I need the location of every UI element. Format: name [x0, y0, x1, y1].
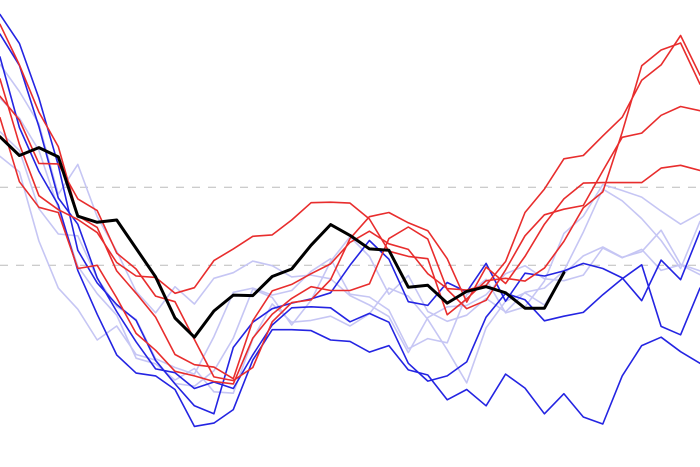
series-line-2 [0, 155, 700, 388]
series-line-8 [0, 23, 700, 380]
series-line-12 [0, 135, 566, 339]
series-line-1 [0, 97, 700, 395]
series-line-4 [0, 130, 700, 375]
series-line-9 [0, 42, 700, 316]
series-line-5 [0, 13, 700, 415]
reference-lines [0, 186, 700, 266]
series-line-6 [0, 33, 700, 390]
series-lines [0, 13, 700, 428]
series-line-7 [0, 56, 700, 428]
series-line-10 [0, 95, 700, 382]
series-line-3 [0, 63, 700, 354]
series-line-11 [0, 105, 700, 385]
